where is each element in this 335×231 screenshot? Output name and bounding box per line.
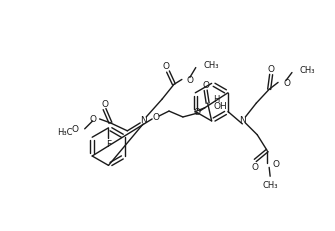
Text: O: O (187, 76, 194, 85)
Text: N: N (140, 116, 147, 125)
Text: H: H (214, 94, 220, 103)
Text: O: O (202, 81, 209, 89)
Text: O: O (162, 62, 170, 71)
Text: O: O (193, 107, 200, 116)
Text: CH₃: CH₃ (262, 180, 278, 189)
Text: O: O (153, 113, 159, 122)
Text: CH₃: CH₃ (300, 66, 315, 75)
Text: H₃C: H₃C (57, 128, 73, 137)
Text: O: O (72, 125, 79, 134)
Text: O: O (252, 162, 259, 171)
Text: O: O (268, 65, 275, 74)
Text: OH: OH (213, 102, 227, 111)
Text: N: N (239, 116, 246, 125)
Text: O: O (283, 79, 290, 88)
Text: O: O (272, 159, 279, 168)
Text: O: O (89, 115, 96, 124)
Text: CH₃: CH₃ (204, 61, 219, 70)
Text: F: F (106, 140, 111, 149)
Text: O: O (101, 99, 108, 108)
